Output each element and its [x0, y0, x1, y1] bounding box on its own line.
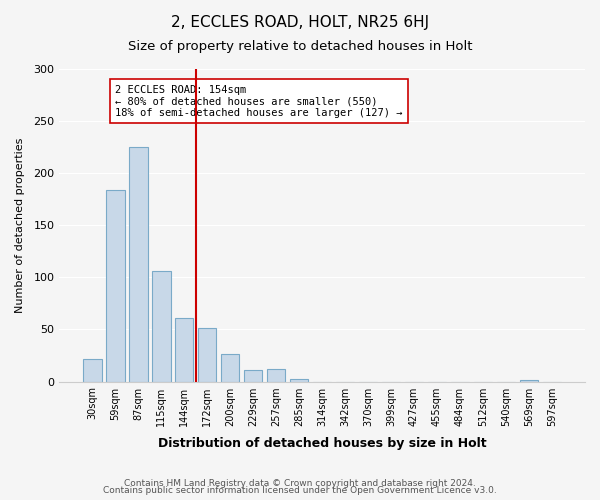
Text: Size of property relative to detached houses in Holt: Size of property relative to detached ho…	[128, 40, 472, 53]
Bar	[221, 354, 239, 382]
Bar	[83, 358, 101, 382]
Bar	[267, 369, 286, 382]
Bar	[152, 271, 170, 382]
X-axis label: Distribution of detached houses by size in Holt: Distribution of detached houses by size …	[158, 437, 487, 450]
Bar	[106, 190, 125, 382]
Y-axis label: Number of detached properties: Number of detached properties	[15, 138, 25, 313]
Text: 2 ECCLES ROAD: 154sqm
← 80% of detached houses are smaller (550)
18% of semi-det: 2 ECCLES ROAD: 154sqm ← 80% of detached …	[115, 84, 403, 118]
Text: 2, ECCLES ROAD, HOLT, NR25 6HJ: 2, ECCLES ROAD, HOLT, NR25 6HJ	[171, 15, 429, 30]
Text: Contains public sector information licensed under the Open Government Licence v3: Contains public sector information licen…	[103, 486, 497, 495]
Bar	[175, 318, 193, 382]
Bar	[290, 380, 308, 382]
Bar	[520, 380, 538, 382]
Bar	[129, 147, 148, 382]
Bar	[198, 328, 217, 382]
Text: Contains HM Land Registry data © Crown copyright and database right 2024.: Contains HM Land Registry data © Crown c…	[124, 478, 476, 488]
Bar	[244, 370, 262, 382]
